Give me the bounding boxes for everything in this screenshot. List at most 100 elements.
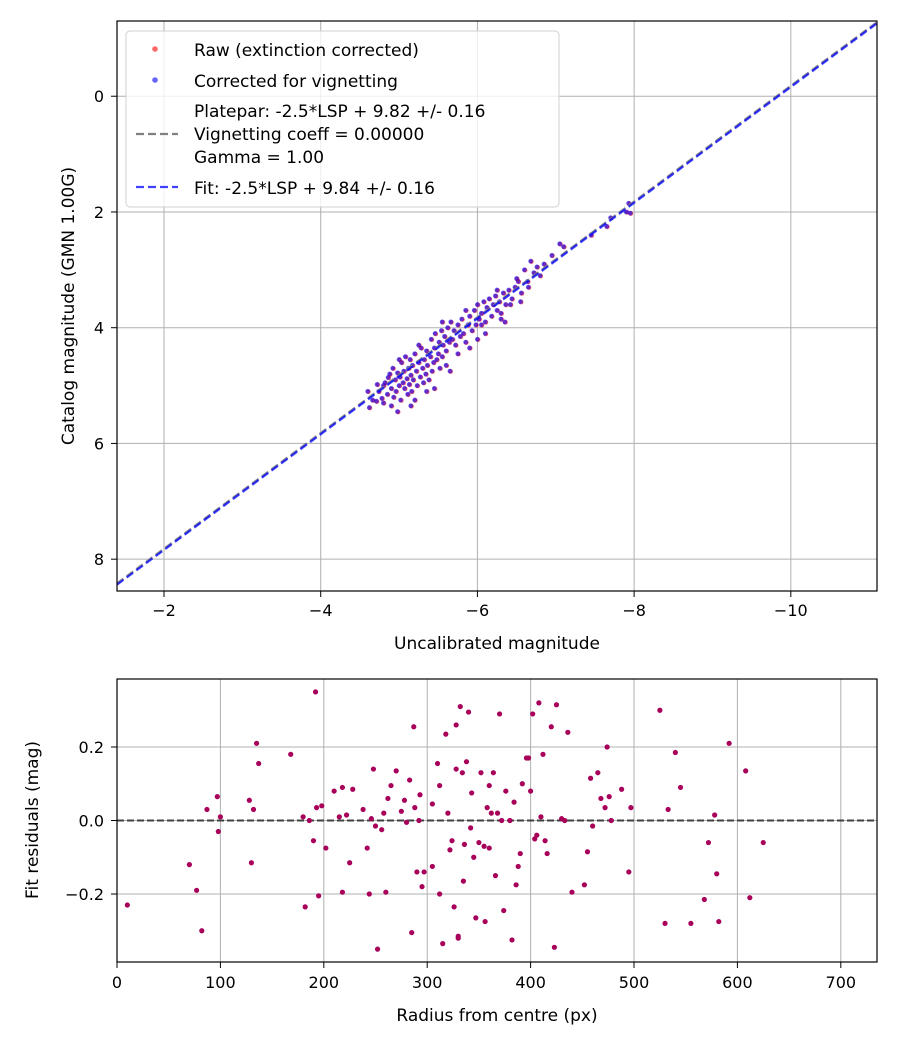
residual-point <box>339 889 346 895</box>
corrected-point <box>417 374 423 380</box>
legend-raw-marker <box>152 46 158 52</box>
residual-point <box>372 823 379 829</box>
corrected-point <box>463 307 469 313</box>
residual-point <box>628 805 634 811</box>
corrected-point <box>445 325 451 331</box>
residual-point <box>460 878 466 884</box>
corrected-point <box>498 316 504 322</box>
residual-point <box>581 882 587 888</box>
corrected-point <box>420 380 426 386</box>
corrected-point <box>431 360 436 365</box>
residual-point <box>199 928 205 934</box>
corrected-point <box>410 377 416 383</box>
residual-point <box>306 817 312 824</box>
corrected-point <box>478 322 484 328</box>
residual-point <box>300 814 306 820</box>
residual-point <box>618 786 625 792</box>
residual-point <box>657 707 663 713</box>
residual-point <box>416 817 422 824</box>
residual-point <box>602 805 608 811</box>
residual-point <box>672 749 678 756</box>
legend-fit-label: Fit: -2.5*LSP + 9.84 +/- 0.16 <box>194 179 435 199</box>
residual-point <box>366 891 372 897</box>
residual-point <box>437 891 443 897</box>
residual-point <box>412 805 418 811</box>
corrected-point <box>455 322 461 328</box>
legend-platepar-label-1: Platepar: -2.5*LSP + 9.82 +/- 0.16 <box>194 102 485 122</box>
corrected-point <box>407 357 413 362</box>
residual-point <box>461 841 468 847</box>
residual-point <box>473 915 479 921</box>
corrected-point <box>435 351 441 357</box>
corrected-point <box>489 313 494 319</box>
residual-point <box>453 722 459 728</box>
corrected-point <box>396 383 402 388</box>
top-plot-frame <box>116 20 878 592</box>
corrected-point <box>387 371 393 377</box>
residual-point <box>250 806 257 813</box>
residual-point <box>471 854 477 860</box>
residual-point <box>368 816 374 822</box>
residual-point <box>302 904 308 910</box>
residual-point <box>587 775 594 781</box>
corrected-point <box>471 307 477 313</box>
residual-point <box>374 946 381 952</box>
residual-point <box>488 810 494 816</box>
corrected-point <box>374 382 380 387</box>
residual-point <box>323 845 329 851</box>
top-legend: Raw (extinction corrected) Corrected for… <box>125 30 560 208</box>
bottom-y-axis-label: Fit residuals (mag) <box>23 741 43 899</box>
bottom-chart: 0 100 200 300 400 500 600 700 −0.2 0.0 0.2 Radius … <box>23 678 878 1026</box>
corrected-point <box>475 336 480 342</box>
residual-point <box>343 812 350 818</box>
corrected-point <box>502 319 508 325</box>
corrected-point <box>482 331 488 336</box>
residual-point <box>604 744 610 750</box>
residual-point <box>465 709 472 715</box>
corrected-point <box>561 244 566 250</box>
corrected-point <box>473 322 479 328</box>
corrected-point <box>426 377 432 383</box>
fit-line <box>117 22 877 586</box>
corrected-point <box>398 397 404 403</box>
top-x-tick-label: −2 <box>152 601 176 620</box>
corrected-point <box>443 362 449 368</box>
bottom-x-axis-label: Radius from centre (px) <box>396 1006 597 1026</box>
residual-point <box>350 786 356 792</box>
corrected-point <box>391 394 396 400</box>
corrected-point <box>414 383 420 388</box>
residual-point <box>440 941 446 947</box>
residual-point <box>608 817 614 824</box>
residual-point <box>331 788 337 794</box>
top-y-tick-label: 6 <box>94 434 104 453</box>
residual-point <box>716 918 722 925</box>
residual-point <box>385 795 391 802</box>
residual-point <box>499 817 505 824</box>
corrected-point <box>439 354 445 360</box>
corrected-point <box>467 313 472 319</box>
residual-point <box>476 839 482 846</box>
residual-point <box>565 729 571 735</box>
residual-point <box>316 893 322 899</box>
residual-point <box>536 700 542 706</box>
residual-point <box>246 797 252 803</box>
residual-point <box>419 884 425 890</box>
residual-point <box>513 882 519 888</box>
corrected-point <box>388 403 394 409</box>
corrected-point <box>469 328 475 333</box>
residual-point <box>381 810 387 816</box>
corrected-point <box>413 368 419 374</box>
residual-point <box>712 812 718 818</box>
corrected-point <box>366 405 372 410</box>
corrected-point <box>432 331 438 336</box>
corrected-point <box>500 290 506 296</box>
residual-point <box>401 797 408 803</box>
legend-raw-label: Raw (extinction corrected) <box>194 41 419 61</box>
corrected-point <box>494 307 500 313</box>
residual-point <box>519 781 525 787</box>
residual-point <box>486 845 492 851</box>
residual-point <box>726 740 732 746</box>
residual-point <box>463 759 470 765</box>
residual-point <box>288 751 294 757</box>
